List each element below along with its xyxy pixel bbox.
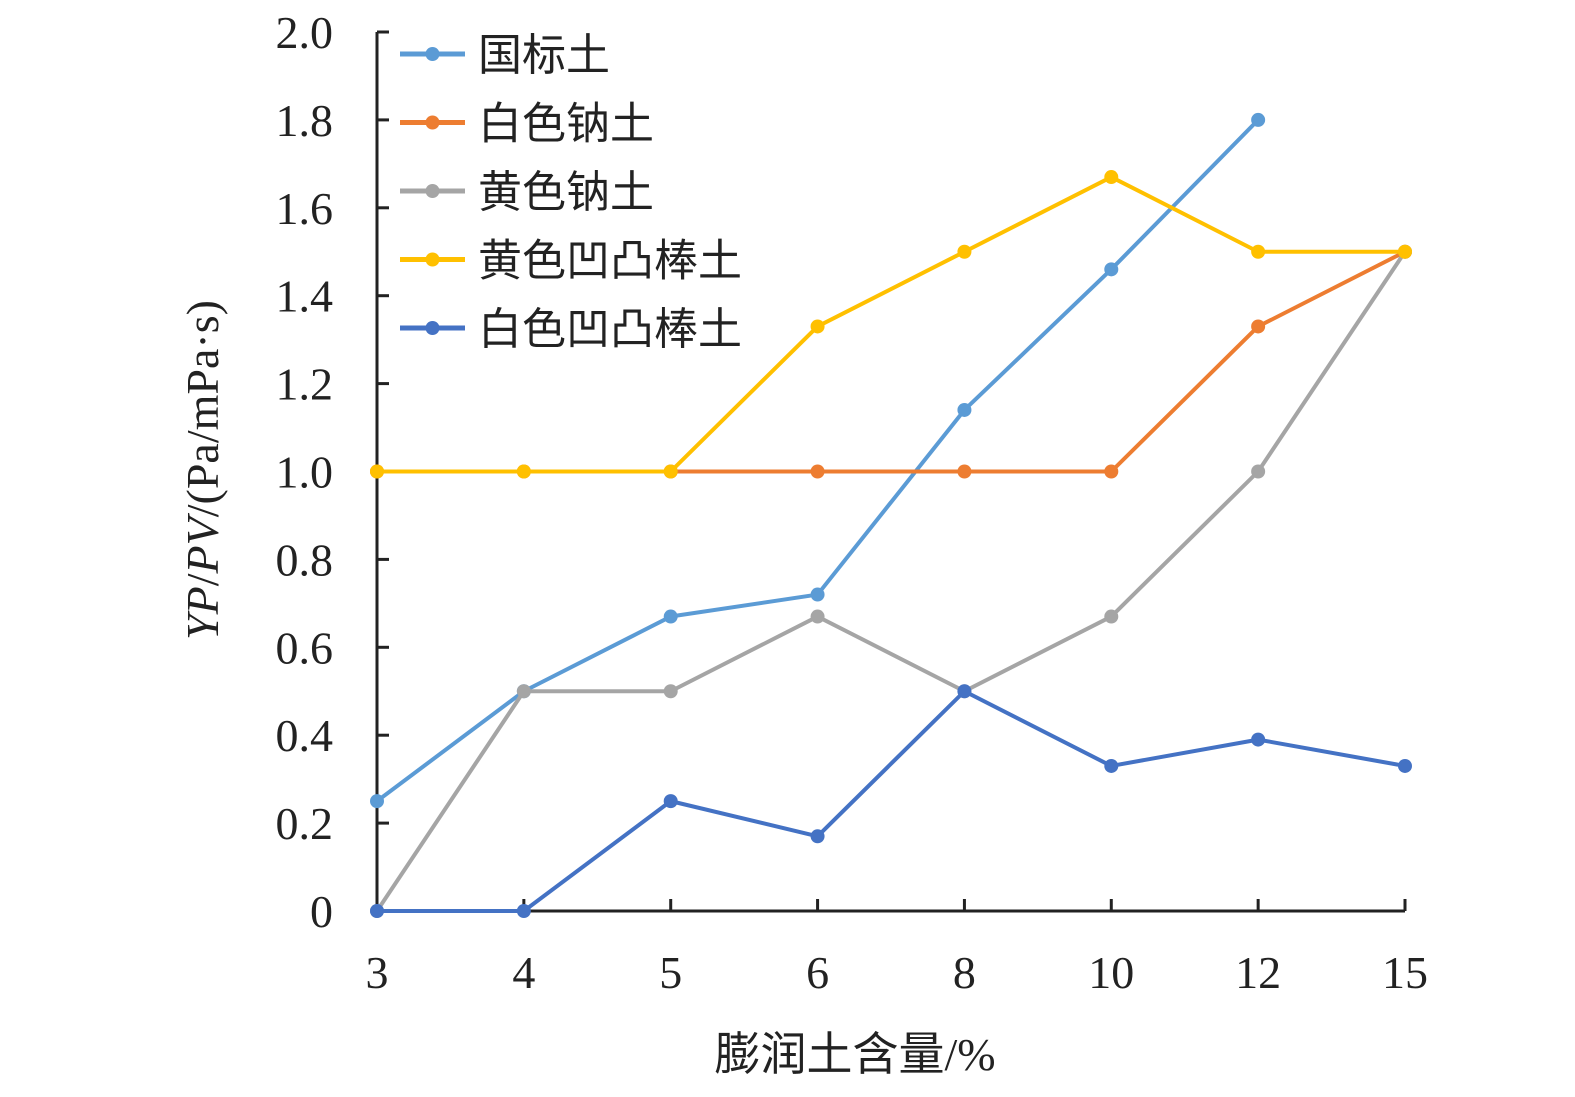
y-axis-title-yp: YP <box>177 586 228 640</box>
x-tick-label: 4 <box>512 947 535 998</box>
data-point <box>663 684 678 699</box>
x-tick-label: 3 <box>366 947 389 998</box>
legend-label: 国标土 <box>478 31 610 80</box>
x-axis-title: 膨润土含量/% <box>714 1029 995 1080</box>
y-tick-label: 0.6 <box>276 622 334 673</box>
y-tick-label: 1.8 <box>276 95 334 146</box>
legend-swatch-marker <box>425 184 440 198</box>
axes: 0 0.2 0.4 0.6 0.8 1.0 1.2 1.4 1.6 1.8 2.0 3 4 5 6 8 10 1… <box>276 7 1429 998</box>
data-point <box>1251 732 1266 747</box>
x-axis-ticks: 3 4 5 6 8 10 12 15 <box>366 899 1428 998</box>
data-point <box>1104 609 1119 624</box>
data-point <box>957 684 972 699</box>
data-point <box>663 464 678 479</box>
data-point <box>810 609 825 624</box>
data-point <box>1398 758 1412 773</box>
data-point <box>957 464 972 479</box>
data-point <box>663 794 678 809</box>
y-tick-label: 1.4 <box>276 271 334 322</box>
y-axis-title: YP/PV/(Pa/mPa·s) <box>177 300 228 640</box>
legend-item: 白色钠土 <box>400 100 654 149</box>
legend-label: 黄色凹凸棒土 <box>478 237 742 286</box>
legend-swatch-marker <box>425 115 440 130</box>
data-point <box>957 244 972 259</box>
y-axis-title-pv: PV <box>177 512 228 574</box>
data-point <box>663 609 678 624</box>
x-tick-label: 15 <box>1382 947 1428 998</box>
series-5 <box>370 684 1412 918</box>
legend-item: 白色凹凸棒土 <box>400 305 742 354</box>
data-point <box>1104 758 1119 773</box>
data-point <box>370 464 384 479</box>
series-line <box>375 250 1407 913</box>
x-tick-label: 10 <box>1088 947 1134 998</box>
y-axis-ticks: 0 0.2 0.4 0.6 0.8 1.0 1.2 1.4 1.6 1.8 2.0 <box>276 7 389 937</box>
y-tick-label: 0.4 <box>276 710 334 761</box>
legend-swatch-marker <box>425 252 440 267</box>
series-layer <box>370 112 1412 918</box>
y-tick-label: 0.8 <box>276 534 334 585</box>
legend-label: 白色钠土 <box>478 100 654 149</box>
data-point <box>810 319 825 334</box>
legend-swatch-marker <box>425 321 440 335</box>
data-point <box>370 904 384 918</box>
x-tick-label: 6 <box>806 947 829 998</box>
data-point <box>810 464 825 479</box>
x-tick-label: 8 <box>953 947 976 998</box>
legend-item: 黄色凹凸棒土 <box>400 237 742 286</box>
series-line <box>377 689 1406 913</box>
series-4 <box>370 170 1412 479</box>
data-point <box>1104 170 1119 185</box>
x-tick-label: 12 <box>1235 947 1281 998</box>
y-axis-title-unit: /(Pa/mPa·s) <box>177 300 228 517</box>
y-tick-label: 0 <box>310 886 333 937</box>
y-tick-label: 1.0 <box>276 447 334 498</box>
legend-item: 黄色钠土 <box>400 168 654 217</box>
data-point <box>1104 262 1119 277</box>
data-point <box>1251 112 1266 127</box>
data-point <box>1398 244 1412 259</box>
series-1 <box>370 112 1266 809</box>
legend-swatch-marker <box>425 47 440 61</box>
y-axis-title-slash: / <box>177 573 228 586</box>
legend-item: 国标土 <box>400 31 610 80</box>
data-point <box>1251 319 1266 334</box>
data-point <box>810 829 825 844</box>
data-point <box>810 587 825 602</box>
data-point <box>1251 244 1266 259</box>
series-line <box>377 175 1405 474</box>
data-point <box>370 794 384 809</box>
y-tick-label: 2.0 <box>276 7 334 58</box>
x-tick-label: 5 <box>659 947 682 998</box>
data-point <box>516 904 531 918</box>
y-tick-label: 0.2 <box>276 798 334 849</box>
y-tick-label: 1.6 <box>276 183 334 234</box>
data-point <box>516 464 531 479</box>
y-tick-label: 1.2 <box>276 359 334 410</box>
legend-label: 黄色钠土 <box>478 168 654 217</box>
legend-label: 白色凹凸棒土 <box>478 305 742 354</box>
data-point <box>957 402 972 417</box>
data-point <box>516 684 531 699</box>
data-point <box>1251 464 1266 479</box>
series-line <box>375 118 1260 803</box>
data-point <box>1104 464 1119 479</box>
